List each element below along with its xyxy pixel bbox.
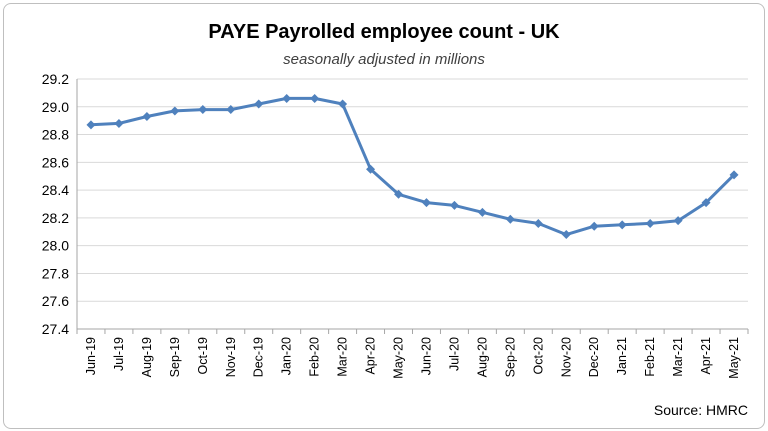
x-tick-label: Oct-20 xyxy=(531,337,545,375)
data-point-marker xyxy=(310,93,320,103)
x-tick-label: Sep-20 xyxy=(503,337,517,377)
x-tick-label: May-21 xyxy=(727,337,741,379)
data-point-marker xyxy=(226,105,236,115)
data-point-marker xyxy=(589,221,599,231)
x-tick-label: Jun-20 xyxy=(419,337,433,375)
data-point-marker xyxy=(673,216,683,226)
x-tick-label: Mar-20 xyxy=(336,337,350,377)
data-point-marker xyxy=(338,99,348,109)
series-line xyxy=(90,96,736,237)
data-point-marker xyxy=(533,218,543,228)
data-point-marker xyxy=(86,120,96,130)
x-tick-label: Aug-19 xyxy=(140,337,154,377)
axes xyxy=(76,79,749,334)
x-tick-label: Mar-21 xyxy=(671,337,685,377)
gridlines xyxy=(77,78,748,302)
y-tick-label: 28.4 xyxy=(42,182,69,198)
x-tick-label: Feb-20 xyxy=(308,337,322,377)
data-point-marker xyxy=(505,214,515,224)
data-point-marker xyxy=(617,220,627,230)
y-tick-label: 27.8 xyxy=(42,265,69,281)
data-point-marker xyxy=(645,218,655,228)
chart-title: PAYE Payrolled employee count - UK xyxy=(208,21,560,43)
data-point-marker xyxy=(142,112,152,121)
x-tick-label: Sep-19 xyxy=(168,337,182,377)
x-tick-label: Apr-20 xyxy=(364,337,378,375)
x-tick-label: Jul-20 xyxy=(447,337,461,371)
data-point-marker xyxy=(561,230,571,240)
y-tick-label: 28.6 xyxy=(42,154,69,170)
data-point-marker xyxy=(394,189,404,199)
x-tick-label: Nov-20 xyxy=(559,337,573,377)
data-point-marker xyxy=(366,164,376,174)
data-point-marker xyxy=(114,118,124,128)
data-point-marker xyxy=(449,200,459,210)
y-tick-label: 27.4 xyxy=(42,321,69,337)
series xyxy=(86,93,739,240)
x-tick-label: Jan-21 xyxy=(615,337,629,375)
y-tick-label: 28.2 xyxy=(42,210,69,226)
x-tick-label: Jun-19 xyxy=(84,337,98,375)
y-tick-label: 28.8 xyxy=(42,127,69,143)
y-tick-label: 29.2 xyxy=(42,71,69,87)
x-tick-label: Feb-21 xyxy=(643,337,657,377)
x-tick-label: Oct-19 xyxy=(196,337,210,375)
data-point-marker xyxy=(198,105,208,115)
data-point-marker xyxy=(282,93,292,103)
x-tick-label: Jul-19 xyxy=(112,337,126,371)
source-note: Source: HMRC xyxy=(654,402,748,418)
x-tick-label: Nov-19 xyxy=(224,337,238,377)
data-point-marker xyxy=(477,207,487,217)
data-point-marker xyxy=(729,170,739,180)
data-point-marker xyxy=(254,99,264,109)
chart-subtitle: seasonally adjusted in millions xyxy=(283,51,485,68)
y-tick-label: 27.6 xyxy=(42,293,69,309)
x-tick-label: Apr-21 xyxy=(699,337,713,375)
x-tick-label: Dec-20 xyxy=(587,337,601,377)
y-tick-label: 28.0 xyxy=(42,238,69,254)
x-tick-label: Dec-19 xyxy=(252,337,266,377)
data-point-marker xyxy=(701,198,711,208)
y-tick-label: 29.0 xyxy=(42,99,69,115)
x-tick-label: May-20 xyxy=(392,337,406,379)
chart-frame xyxy=(3,3,765,429)
data-point-marker xyxy=(170,106,180,116)
y-axis-ticks: 27.4 27.6 27.8 28.0 28.2 28.4 28.6 28.8 29.0 29.2 xyxy=(42,71,69,337)
x-tick-label: Jan-20 xyxy=(280,337,294,375)
data-point-marker xyxy=(421,198,431,208)
x-tick-label: Aug-20 xyxy=(475,337,489,377)
x-axis-ticks: Jun-19 Jul-19 Aug-19 Sep-19 Oct-19 Nov-19 Dec-… xyxy=(84,337,741,379)
